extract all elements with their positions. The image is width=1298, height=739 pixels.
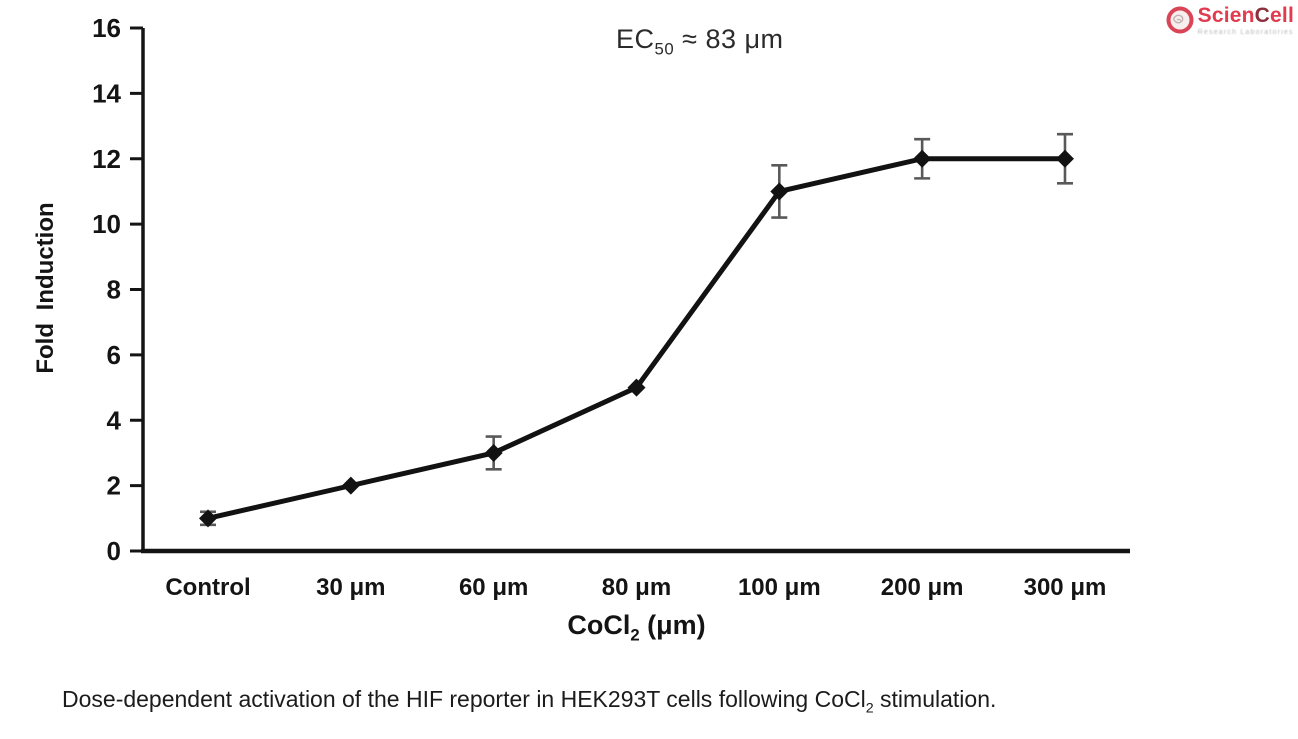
x-tick-label: 30 μm	[316, 574, 385, 601]
series-line	[207, 156, 1065, 521]
data-point-marker	[627, 378, 646, 397]
data-point-marker	[770, 182, 789, 201]
ec50-annotation-sub: 50	[654, 39, 675, 59]
sciencell-logo: ScienCell Research Laboratories	[1165, 4, 1294, 36]
ec50-annotation-post: ≈ 83 μm	[674, 24, 784, 54]
y-tick-label: 16	[92, 13, 121, 43]
x-axis-title: CoCl2 (μm)	[143, 610, 1130, 645]
logo-wordmark-part2: C	[1254, 4, 1271, 27]
data-point-marker	[199, 509, 217, 528]
data-point-marker	[341, 476, 360, 495]
x-tick-label: 60 μm	[459, 574, 528, 601]
figure-caption-sub: 2	[865, 700, 874, 717]
ec50-annotation: EC50 ≈ 83 μm	[616, 24, 784, 59]
logo-wordmark-part1: Scien	[1197, 4, 1255, 27]
y-axis-title: Fold Induction	[32, 202, 59, 374]
figure-caption-pre: Dose-dependent activation of the HIF rep…	[62, 686, 866, 712]
ec50-annotation-pre: EC	[616, 24, 655, 54]
x-tick-label: 100 μm	[738, 574, 821, 601]
figure-caption: Dose-dependent activation of the HIF rep…	[62, 686, 996, 717]
data-point-marker	[1055, 149, 1074, 168]
logo-text-wrap: ScienCell Research Laboratories	[1198, 4, 1294, 36]
x-axis-title-post: (μm)	[639, 610, 706, 640]
y-tick-label: 12	[92, 144, 121, 174]
x-tick-label: Control	[165, 574, 250, 601]
logo-wordmark: ScienCell	[1198, 4, 1294, 28]
y-tick-label: 14	[92, 78, 121, 108]
y-tick-label: 6	[107, 340, 121, 370]
logo-wordmark-part3: ell	[1270, 4, 1294, 27]
data-point-marker	[913, 149, 932, 168]
x-axis-title-pre: CoCl	[567, 610, 631, 640]
y-tick-label: 10	[92, 209, 121, 239]
dose-response-line-chart: 0 2 4 6 8 10 12 14 16 Control 30 μm 60 μm 80 μm 100 μ…	[92, 13, 1130, 601]
logo-tagline: Research Laboratories	[1197, 29, 1294, 36]
x-tick-label: 200 μm	[881, 574, 964, 601]
data-point-marker	[484, 443, 503, 462]
y-tick-label: 8	[107, 275, 121, 305]
x-tick-label: 80 μm	[602, 574, 671, 601]
sciencell-cell-icon	[1166, 6, 1194, 34]
y-tick-label: 0	[107, 536, 121, 566]
x-axis-title-sub: 2	[630, 625, 640, 645]
figure-caption-post: stimulation.	[873, 686, 997, 712]
y-tick-label: 4	[107, 405, 122, 435]
x-tick-label: 300 μm	[1024, 574, 1107, 601]
y-tick-label: 2	[107, 471, 121, 501]
